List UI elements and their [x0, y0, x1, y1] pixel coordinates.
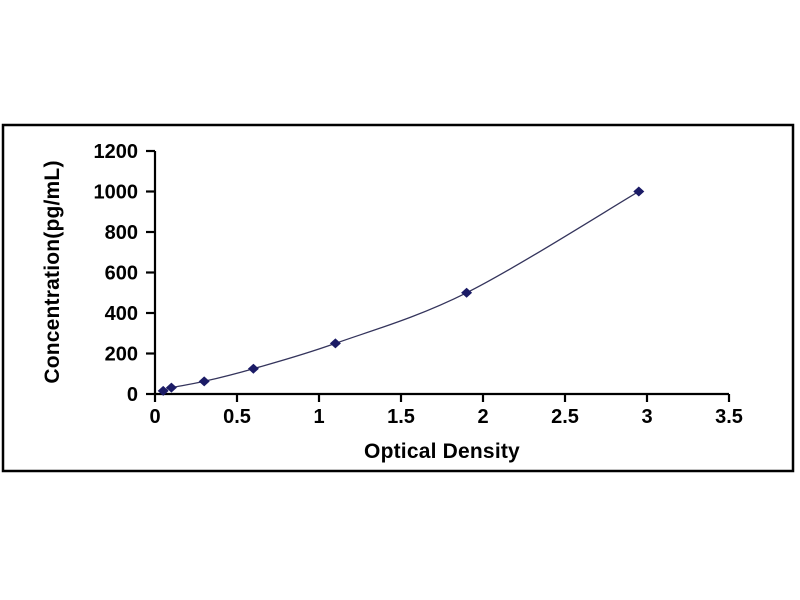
- x-tick-label: 2: [477, 406, 488, 428]
- y-tick-label: 400: [105, 303, 138, 325]
- x-tick-label: 0.5: [223, 406, 251, 428]
- y-tick-label: 1000: [94, 182, 139, 204]
- y-tick-label: 200: [105, 344, 138, 366]
- x-tick-label: 1.5: [387, 406, 415, 428]
- data-point-diamond: [198, 376, 210, 387]
- data-point-diamond: [157, 385, 169, 396]
- y-tick-label: 0: [127, 384, 138, 406]
- y-axis: 0 200 400 600 800 1000 1200: [94, 141, 157, 406]
- y-tick-label: 1200: [94, 141, 139, 163]
- y-tick-label: 600: [105, 263, 138, 285]
- data-point-markers: [157, 186, 645, 396]
- chart-frame: [1, 123, 795, 473]
- x-axis: 0 0.5 1 1.5 2 2.5 3 3.5: [149, 392, 743, 428]
- y-tick-label: 800: [105, 222, 138, 244]
- y-axis-title: Concentration(pg/mL): [41, 160, 64, 383]
- data-point-diamond: [165, 382, 177, 393]
- standard-curve-line: [162, 190, 640, 392]
- x-tick-label: 0: [149, 406, 160, 428]
- x-tick-label: 3: [641, 406, 652, 428]
- data-point-diamond: [329, 338, 341, 349]
- data-point-diamond: [633, 186, 645, 197]
- x-tick-label: 2.5: [551, 406, 579, 428]
- x-axis-title: Optical Density: [364, 440, 520, 463]
- data-point-diamond: [247, 363, 259, 374]
- x-tick-label: 1: [313, 406, 324, 428]
- x-tick-label: 3.5: [715, 406, 743, 428]
- data-point-diamond: [461, 287, 473, 298]
